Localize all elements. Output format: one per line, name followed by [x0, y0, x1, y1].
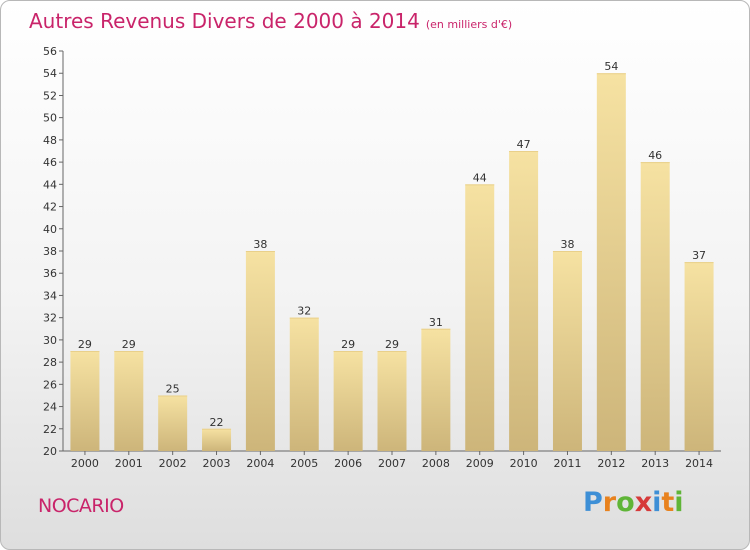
value-label-2001: 29 — [122, 338, 136, 351]
value-label-2011: 38 — [560, 238, 574, 251]
y-tick-label: 26 — [43, 378, 57, 391]
logo-letter: i — [652, 487, 662, 518]
x-tick-label-2009: 2009 — [466, 457, 494, 470]
y-tick-label: 40 — [43, 223, 57, 236]
proxiti-logo: Proxiti — [583, 487, 684, 518]
y-tick-label: 56 — [43, 45, 57, 58]
x-tick-label-2014: 2014 — [685, 457, 713, 470]
x-tick-label-2005: 2005 — [290, 457, 318, 470]
x-tick-label-2010: 2010 — [510, 457, 538, 470]
logo-letter: x — [634, 487, 653, 518]
bar-2012 — [596, 73, 626, 451]
y-axis: 20 22 24 26 28 30 32 34 36 38 40 42 44 46 48 50 52 54 56 — [43, 45, 64, 458]
x-tick-label-2000: 2000 — [71, 457, 99, 470]
x-tick-label-2012: 2012 — [597, 457, 625, 470]
value-label-2010: 47 — [517, 138, 531, 151]
value-label-2008: 31 — [429, 316, 443, 329]
logo-letter: o — [616, 487, 635, 518]
y-tick-label: 54 — [43, 67, 57, 80]
chart-title-text: Autres Revenus Divers de 2000 à 2014 — [29, 9, 420, 33]
bar-2003 — [202, 428, 232, 451]
logo-letter: r — [602, 487, 617, 518]
bar-2001 — [114, 351, 144, 451]
value-label-2009: 44 — [473, 171, 487, 184]
x-tick-label-2002: 2002 — [159, 457, 187, 470]
value-label-2007: 29 — [385, 338, 399, 351]
chart-title: Autres Revenus Divers de 2000 à 2014 (en … — [29, 9, 512, 33]
y-tick-label: 24 — [43, 401, 57, 414]
y-tick-label: 34 — [43, 289, 57, 302]
y-tick-label: 46 — [43, 156, 57, 169]
x-tick-label-2003: 2003 — [203, 457, 231, 470]
bar-2014 — [684, 262, 714, 451]
x-tick-label-2007: 2007 — [378, 457, 406, 470]
bar-2002 — [158, 395, 188, 451]
x-tick-label-2008: 2008 — [422, 457, 450, 470]
value-label-2012: 54 — [604, 60, 618, 73]
x-tick-label-2001: 2001 — [115, 457, 143, 470]
value-label-2000: 29 — [78, 338, 92, 351]
y-tick-label: 22 — [43, 423, 57, 436]
logo-letter: P — [583, 487, 603, 518]
bar-2004 — [245, 251, 275, 451]
y-tick-label: 20 — [43, 445, 57, 458]
y-tick-label: 44 — [43, 178, 57, 191]
x-axis: 2000 2001 2002 2003 2004 2005 2006 2007 2008 2009… — [63, 450, 721, 470]
value-label-2014: 37 — [692, 249, 706, 262]
bar-2013 — [640, 162, 670, 451]
y-tick-label: 36 — [43, 267, 57, 280]
bar-2007 — [377, 351, 407, 451]
logo-letter: i — [674, 487, 684, 518]
y-tick-label: 32 — [43, 312, 57, 325]
chart-subtitle: (en milliers d'€) — [425, 18, 513, 31]
x-tick-label-2006: 2006 — [334, 457, 362, 470]
x-tick-label-2011: 2011 — [553, 457, 581, 470]
y-tick-label: 28 — [43, 356, 57, 369]
y-tick-label: 30 — [43, 334, 57, 347]
value-label-2004: 38 — [253, 238, 267, 251]
value-label-2003: 22 — [210, 416, 224, 429]
y-tick-label: 52 — [43, 89, 57, 102]
x-tick-label-2004: 2004 — [246, 457, 274, 470]
bar-2009 — [465, 184, 495, 452]
value-label-2013: 46 — [648, 149, 662, 162]
x-tick-label-2013: 2013 — [641, 457, 669, 470]
bar-2006 — [333, 351, 363, 451]
y-tick-label: 38 — [43, 245, 57, 258]
y-tick-label: 50 — [43, 112, 57, 125]
bar-2008 — [421, 328, 451, 451]
bar-2011 — [552, 251, 582, 451]
value-label-2006: 29 — [341, 338, 355, 351]
value-label-2005: 32 — [297, 305, 311, 318]
commune-name: NOCARIO — [38, 495, 124, 517]
bar-2005 — [289, 317, 319, 451]
y-tick-label: 42 — [43, 201, 57, 214]
value-label-2002: 25 — [166, 382, 180, 395]
logo-letter: t — [661, 487, 675, 518]
value-labels: 29 29 25 22 38 32 29 29 31 44 47 38 54 46 37 — [78, 60, 706, 429]
bar-2000 — [70, 351, 100, 451]
bar-2010 — [509, 151, 539, 451]
bars — [70, 73, 714, 452]
y-tick-label: 48 — [43, 134, 57, 147]
